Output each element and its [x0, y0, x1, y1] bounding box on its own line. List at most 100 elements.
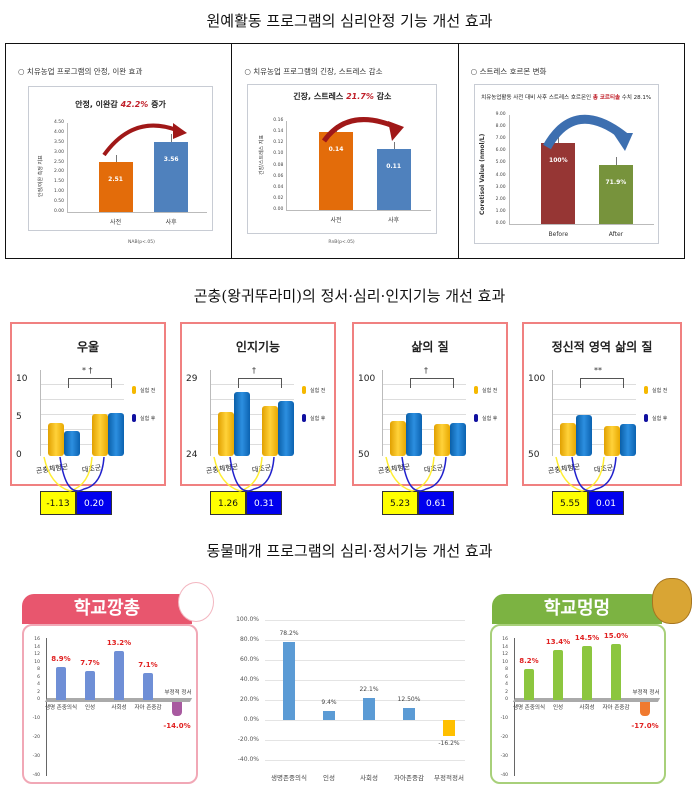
legend-label: 실험 전	[482, 387, 498, 394]
y-tick-label: 8	[505, 667, 508, 672]
bar	[323, 710, 335, 720]
chart-title: 삶의 질	[411, 340, 449, 354]
y-tick-label: 4.00	[495, 172, 506, 178]
legend-label: 실험 전	[310, 387, 326, 394]
legend-after: 실험 후	[644, 414, 667, 422]
cell-heading: ○ 치유농업 프로그램의 안정, 이완 효과	[18, 67, 143, 76]
y-tick-label: -20	[500, 735, 508, 740]
x-category-label: 자아존중감	[394, 774, 424, 782]
y-tick-label: 24	[186, 450, 198, 460]
significance-mark: †	[424, 366, 428, 375]
gridline	[265, 720, 465, 721]
x-category-label: 인성	[84, 705, 96, 711]
chart-title: 정신적 영역 삶의 질	[551, 340, 653, 354]
bar-value-label: 22.1%	[359, 685, 379, 693]
x-category-label: Before	[548, 231, 569, 238]
error-bar	[171, 134, 173, 142]
x-category-label: 인성	[323, 774, 335, 782]
y-tick-label: 14	[502, 644, 508, 650]
bar-value-label: 8.9%	[51, 654, 71, 663]
y-tick-label: 60.0%	[239, 656, 259, 663]
insect-chart-4: 정신적 영역 삶의 질 50 100 곤충체험군 대조군 ** 실험 전 실험 후	[522, 322, 682, 486]
cylinder-bar	[278, 401, 294, 456]
y-tick-label: 0.00	[273, 207, 284, 212]
error-bar	[115, 155, 117, 163]
horticulture-charts-table: ○ 치유농업 프로그램의 안정, 이완 효과 안정, 이완감 42.2% 증가 …	[5, 43, 685, 259]
difference-box-experimental: -1.13	[40, 491, 76, 515]
bar-value-label: 0.14	[328, 146, 344, 154]
chart-title: 치유농업활동 사전 대비 사후 스트레스 호르몬인 총 코르티솔 수치 28.1…	[481, 95, 652, 101]
legend-label: 실험 전	[140, 387, 156, 394]
cylinder-bar	[406, 413, 422, 456]
y-tick-label: 100	[528, 374, 546, 384]
error-bar	[393, 141, 395, 149]
bar: 71.9%	[598, 165, 633, 224]
bar-value-label: 0.11	[386, 162, 401, 170]
y-tick-label: 4	[505, 682, 508, 687]
y-tick-label: -40	[500, 773, 508, 778]
cylinder-bar	[450, 422, 466, 456]
y-tick-label: -40	[32, 773, 40, 778]
y-tick-label: 0.00	[495, 221, 506, 226]
y-tick-label: 9.00	[495, 112, 506, 117]
x-category-label: 사전	[110, 219, 122, 226]
significance-mark: * †	[82, 366, 93, 375]
bar	[283, 641, 295, 720]
stress-chart: 긴장, 스트레스 21.7% 감소 0.00 0.02 0.04 0.06 0.08 0.…	[247, 84, 438, 234]
y-tick-label: 0	[16, 450, 22, 460]
legend-label: 실험 후	[140, 415, 156, 422]
insect-chart-2: 인지기능 24 29 곤충체험군 대조군 † 실험 전 실험 후	[180, 322, 336, 486]
y-tick-label: 5	[16, 412, 22, 422]
y-tick-label: 50	[528, 450, 540, 460]
gridline	[265, 760, 465, 761]
cylinder-bar	[560, 422, 576, 456]
y-tick-label: 0.02	[273, 195, 284, 201]
x-category-label: 자아 존중감	[602, 705, 630, 711]
chart-cell-cortisol: ○ 스트레스 호르몬 변화 치유농업활동 사전 대비 사후 스트레스 호르몬인 …	[459, 44, 684, 258]
bar-value-label: -14.0%	[163, 722, 191, 730]
y-tick-label: -30	[32, 754, 40, 759]
dog-mascot-icon	[652, 578, 692, 624]
legend-after: 실험 후	[474, 414, 497, 422]
section-title-insect: 곤충(왕귀뚜라미)의 정서·심리·인지기능 개선 효과	[193, 287, 506, 305]
negative-bar	[172, 702, 182, 716]
gridline	[265, 660, 465, 661]
combined-percent-chart: 100.0% 80.0% 60.0% 40.0% 20.0% 0.0% -20.0% -40.…	[225, 600, 475, 796]
bar	[611, 643, 621, 700]
y-tick-label: 0.0%	[243, 716, 259, 723]
y-tick-label: 4	[37, 682, 40, 687]
y-tick-label: 16	[502, 637, 508, 642]
gridline	[265, 740, 465, 741]
y-tick-label: 8.00	[495, 124, 506, 130]
chart-title: 긴장, 스트레스 21.7% 감소	[293, 92, 392, 101]
significance-bracket	[410, 378, 454, 388]
bar	[143, 673, 153, 700]
y-tick-label: -10	[500, 716, 508, 721]
y-tick-label: 29	[186, 374, 198, 384]
bar-value-label: 7.1%	[138, 661, 158, 670]
cylinder-bar	[108, 412, 124, 456]
y-tick-label: 5.00	[495, 160, 506, 166]
x-category-label: 인성	[552, 705, 564, 711]
difference-box-control: 0.20	[76, 491, 112, 515]
cylinder-bar	[218, 411, 234, 456]
significance-mark: †	[252, 366, 256, 375]
bar: 0.11	[376, 148, 411, 210]
bar-value-label: 8.2%	[519, 657, 539, 666]
chart-title: 우울	[76, 340, 100, 354]
difference-box-experimental: 1.26	[210, 491, 246, 515]
difference-box-experimental: 5.55	[552, 491, 588, 515]
y-tick-label: 3.00	[53, 149, 64, 155]
x-category-label: 생명 존중의식	[44, 705, 78, 711]
y-tick-label: 3.50	[53, 139, 64, 145]
negative-bar	[640, 702, 650, 716]
y-tick-label: 12	[34, 652, 40, 657]
cell-heading: ○ 치유농업 프로그램의 긴장, 스트레스 감소	[244, 67, 383, 76]
connector-arcs	[213, 456, 275, 492]
bar	[443, 720, 455, 737]
y-axis-label: 안정/이완 측정 지표	[38, 155, 44, 197]
y-tick-label: 6	[505, 674, 508, 680]
y-tick-label: 100.0%	[236, 616, 259, 623]
difference-box-control: 0.01	[588, 491, 624, 515]
cylinder-bar	[48, 422, 64, 456]
